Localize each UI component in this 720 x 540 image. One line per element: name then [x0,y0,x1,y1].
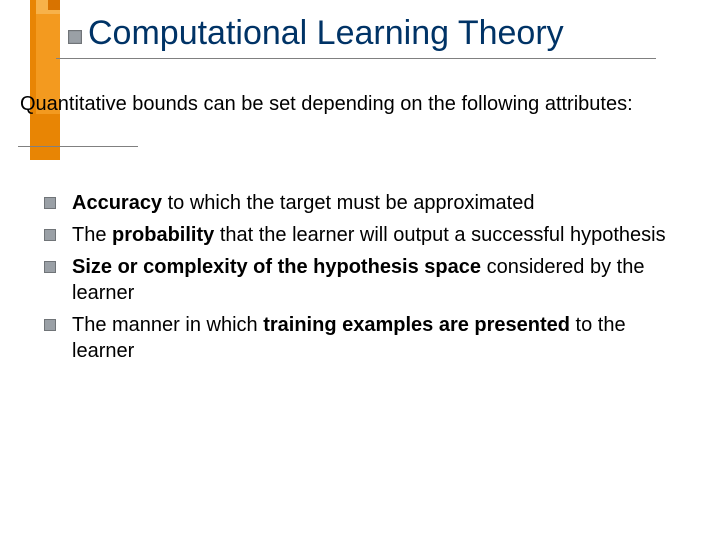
intro-text: Quantitative bounds can be set depending… [20,92,690,117]
ornament-bar [30,0,36,160]
title-underline [56,58,656,59]
list-item: The manner in which training examples ar… [44,312,680,364]
square-bullet-icon [44,229,56,241]
bullet-list: Accuracy to which the target must be app… [44,190,680,370]
list-item-text: The probability that the learner will ou… [72,222,666,248]
corner-ornament [0,0,60,160]
slide-title: Computational Learning Theory [88,14,564,53]
ornament-bar [48,0,60,10]
list-item: Accuracy to which the target must be app… [44,190,680,216]
ornament-bar [36,0,60,14]
list-item-text: Accuracy to which the target must be app… [72,190,534,216]
list-item: The probability that the learner will ou… [44,222,680,248]
list-item: Size or complexity of the hypothesis spa… [44,254,680,306]
square-bullet-icon [68,30,82,44]
ornament-bar [36,114,60,160]
list-item-text: The manner in which training examples ar… [72,312,680,364]
square-bullet-icon [44,197,56,209]
slide: Computational Learning Theory Quantitati… [0,0,720,540]
intro-underline [18,146,138,147]
title-row: Computational Learning Theory [68,14,700,53]
square-bullet-icon [44,261,56,273]
square-bullet-icon [44,319,56,331]
list-item-text: Size or complexity of the hypothesis spa… [72,254,680,306]
